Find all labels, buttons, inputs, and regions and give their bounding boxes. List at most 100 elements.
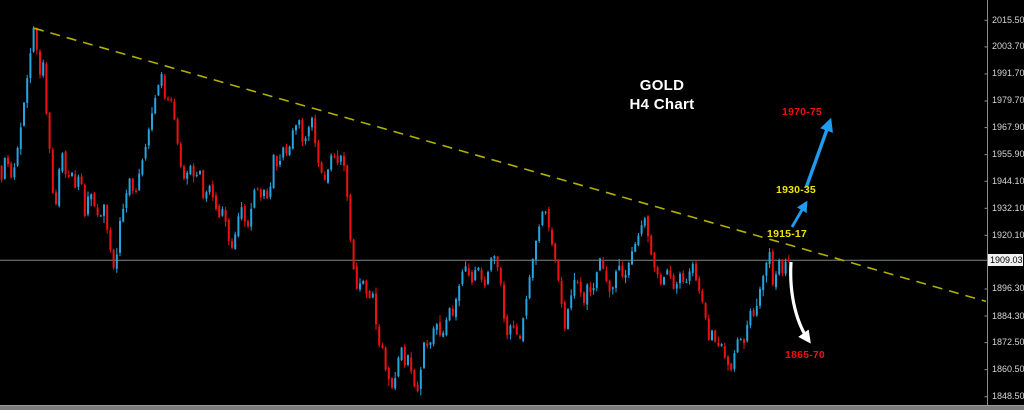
candle	[163, 73, 166, 100]
candle	[474, 266, 477, 282]
candle	[7, 154, 9, 168]
candle	[259, 187, 262, 201]
candle	[541, 210, 544, 227]
candle	[288, 145, 291, 156]
candle	[707, 314, 710, 341]
candle	[563, 300, 566, 332]
candle	[176, 117, 179, 146]
candle	[547, 206, 550, 232]
candle	[445, 317, 448, 337]
candle	[61, 152, 64, 173]
candle	[13, 163, 16, 180]
candle	[442, 330, 445, 338]
candle	[394, 371, 397, 391]
candle	[448, 307, 451, 322]
candle	[429, 341, 432, 349]
y-axis-label: 2015.50	[992, 14, 1024, 25]
candle	[282, 146, 285, 161]
candle	[634, 241, 637, 253]
candle	[135, 188, 137, 194]
candle	[778, 258, 781, 276]
candle	[157, 84, 160, 97]
candle	[605, 266, 608, 283]
candle	[618, 258, 621, 271]
candle	[627, 261, 630, 278]
candle	[525, 295, 528, 320]
candle	[371, 291, 374, 299]
candle	[701, 288, 704, 304]
candle	[749, 308, 752, 329]
candle	[595, 271, 598, 292]
candle	[240, 201, 243, 221]
candle	[554, 242, 557, 263]
time-axis-strip[interactable]	[0, 405, 1024, 410]
candle	[349, 193, 352, 242]
candle	[253, 188, 256, 209]
candle	[64, 150, 67, 178]
candle	[432, 326, 435, 347]
candle	[183, 164, 185, 181]
chart-title-block: GOLD H4 Chart	[596, 76, 728, 114]
candle	[567, 308, 569, 330]
down-arrow	[789, 261, 811, 344]
candle	[535, 240, 537, 265]
candle	[419, 366, 422, 396]
candle	[29, 48, 32, 84]
candle	[698, 276, 701, 294]
zone-label-1930-35: 1930-35	[776, 184, 816, 196]
candle	[723, 342, 726, 360]
candle	[688, 268, 691, 285]
candle	[391, 376, 393, 390]
candle	[122, 203, 125, 223]
candle	[608, 279, 611, 298]
y-axis-label: 1955.90	[992, 149, 1024, 160]
candle	[301, 117, 304, 146]
candle	[512, 320, 515, 329]
candle	[202, 169, 205, 200]
candle	[480, 267, 483, 283]
candle	[381, 342, 384, 349]
candle	[666, 268, 669, 276]
candle	[266, 188, 269, 200]
candle	[685, 278, 688, 284]
candle	[640, 220, 643, 237]
y-axis-label: 1991.70	[992, 68, 1024, 79]
candle	[154, 94, 157, 115]
up-target-arrow	[804, 117, 833, 189]
candle	[557, 259, 560, 282]
candle	[717, 336, 720, 348]
candle	[704, 302, 707, 321]
candle	[160, 72, 163, 89]
candle	[403, 344, 406, 368]
candle	[32, 26, 35, 53]
chart-title: GOLD	[639, 77, 685, 94]
candle	[663, 276, 665, 286]
candle	[93, 191, 96, 208]
candle	[407, 354, 409, 367]
candle	[624, 269, 627, 284]
candle	[138, 168, 141, 192]
candle	[435, 322, 438, 335]
candle	[615, 269, 617, 293]
candle	[599, 257, 601, 272]
candle	[131, 177, 134, 194]
candle	[192, 163, 195, 183]
candle	[227, 218, 230, 246]
trendline[interactable]	[33, 27, 987, 303]
candle	[51, 147, 54, 194]
candle	[413, 368, 416, 388]
candle	[343, 151, 345, 172]
candle	[103, 203, 105, 224]
candle	[496, 255, 499, 272]
candle	[19, 122, 22, 155]
candle	[365, 279, 368, 299]
candle	[464, 261, 467, 272]
candle	[656, 265, 659, 279]
candle	[87, 191, 89, 217]
candle	[752, 307, 755, 318]
candle	[538, 224, 541, 244]
candle	[650, 234, 653, 256]
candle	[199, 170, 201, 176]
